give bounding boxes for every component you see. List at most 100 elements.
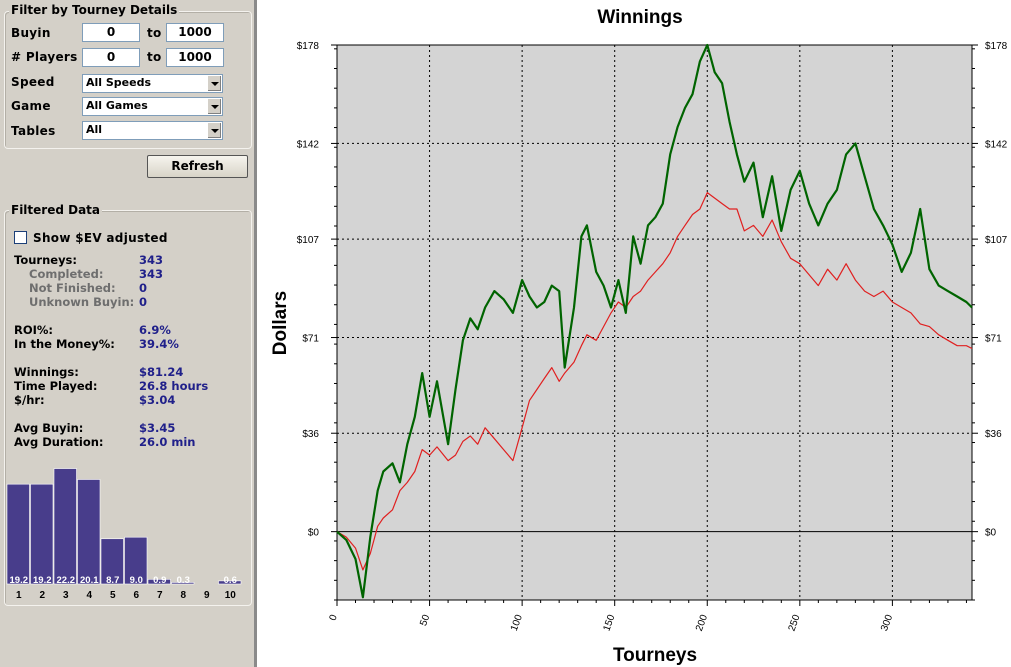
stat-value: 6.9%: [139, 323, 171, 337]
y-tick-label-right: $71: [985, 334, 1002, 345]
stat-label: Completed:: [29, 267, 104, 281]
stat-value: 39.4%: [139, 337, 179, 351]
stat-value: 26.0 min: [139, 435, 196, 449]
stat-label: Tourneys:: [14, 253, 78, 267]
stat-label: ROI%:: [14, 323, 54, 337]
histogram-value-label: 0.6: [224, 575, 237, 586]
histogram-position-label: 2: [39, 590, 45, 601]
y-tick-label: $142: [297, 139, 320, 150]
stat-label: Unknown Buyin:: [29, 295, 135, 309]
stat-value: $3.45: [139, 421, 176, 435]
buyin-label: Buyin: [11, 26, 51, 40]
y-tick-label: $36: [302, 429, 319, 440]
x-tick-label: 100: [509, 613, 525, 633]
y-tick-label: $107: [297, 235, 320, 246]
histogram-bar: [171, 582, 195, 585]
histogram-bar: [147, 579, 171, 585]
histogram-value-label: 22.2: [57, 575, 76, 586]
buyin-to-input[interactable]: 1000: [166, 23, 224, 42]
speed-select-value: All Speeds: [86, 76, 152, 89]
histogram-position-label: 7: [157, 590, 163, 601]
histogram-value-label: 19.2: [33, 575, 52, 586]
histogram-position-label: 10: [225, 590, 237, 601]
stat-value: 0: [139, 295, 148, 309]
histogram-value-label: 19.2: [10, 575, 29, 586]
stat-value: $81.24: [139, 365, 184, 379]
y-tick-label-right: $107: [985, 235, 1008, 246]
stat-label: $/hr:: [14, 393, 45, 407]
stat-value: 343: [139, 253, 164, 267]
buyin-to-label: to: [147, 26, 162, 40]
stat-label: In the Money%:: [14, 337, 115, 351]
histogram-bar: [77, 479, 101, 585]
chevron-down-icon[interactable]: [207, 99, 221, 114]
stat-value: 343: [139, 267, 164, 281]
show-ev-label[interactable]: Show $EV adjusted: [33, 231, 168, 245]
histogram-bar: [100, 538, 124, 585]
show-ev-checkbox[interactable]: [14, 231, 27, 244]
y-tick-label: $178: [297, 41, 320, 52]
y-tick-label: $71: [302, 334, 319, 345]
y-tick-label-right: $0: [985, 528, 997, 539]
x-tick-label: 250: [787, 613, 803, 633]
filter-group-title: Filter by Tourney Details: [9, 3, 180, 17]
histogram-value-label: 0.9: [153, 575, 166, 586]
histogram-position-label: 9: [204, 590, 210, 601]
tables-select[interactable]: All: [82, 121, 223, 140]
winnings-series-line: [336, 43, 973, 599]
chevron-down-icon[interactable]: [207, 76, 221, 91]
y-tick-label-right: $178: [985, 41, 1008, 52]
x-tick-label: 150: [601, 613, 617, 633]
histogram-bar: [124, 536, 148, 585]
histogram-position-label: 3: [63, 590, 69, 601]
speed-select[interactable]: All Speeds: [82, 74, 223, 93]
stat-label: Time Played:: [14, 379, 98, 393]
game-select-value: All Games: [86, 99, 148, 112]
x-axis-label: Tourneys: [613, 645, 697, 666]
filtered-data-group: [4, 210, 252, 606]
histogram-value-label: 20.1: [80, 575, 99, 586]
stat-label: Avg Duration:: [14, 435, 104, 449]
histogram-position-label: 6: [133, 590, 139, 601]
x-tick-label: 200: [694, 613, 710, 633]
players-from-input[interactable]: 0: [82, 48, 140, 67]
histogram-position-label: 5: [110, 590, 116, 601]
histogram-position-label: 1: [16, 590, 22, 601]
refresh-button[interactable]: Refresh: [147, 155, 248, 178]
chevron-down-icon[interactable]: [207, 123, 221, 138]
winnings-chart: Winnings Tourneys Dollars 0 50 100 150 200 25…: [270, 7, 1008, 666]
tables-label: Tables: [11, 124, 56, 138]
histogram-bar: [53, 468, 77, 585]
histogram-bar: [218, 580, 242, 585]
speed-label: Speed: [11, 75, 55, 89]
y-tick-label: $0: [308, 528, 320, 539]
x-tick-label: 300: [879, 613, 895, 633]
players-label: # Players: [11, 50, 78, 64]
tables-select-value: All: [86, 123, 103, 136]
y-axis-label: Dollars: [270, 291, 291, 355]
filtered-data-title: Filtered Data: [9, 203, 103, 217]
panel-splitter[interactable]: [254, 0, 257, 667]
stat-value: $3.04: [139, 393, 176, 407]
players-to-label: to: [147, 50, 162, 64]
game-label: Game: [11, 99, 51, 113]
histogram-value-label: 8.7: [106, 575, 119, 586]
histogram-value-label: 0.3: [177, 575, 190, 586]
chart-title: Winnings: [597, 7, 682, 28]
game-select[interactable]: All Games: [82, 97, 223, 116]
players-to-input[interactable]: 1000: [166, 48, 224, 67]
y-tick-label-right: $36: [985, 429, 1002, 440]
finish-position-histogram: 19.2 1 19.2 2 22.2 3 20.1 4 8.7 5 9.0 6 0.9 7 0.3 8 9 0.6…: [6, 468, 242, 601]
histogram-bar: [30, 483, 54, 585]
plot-area: [336, 44, 973, 601]
stat-label: Winnings:: [14, 365, 79, 379]
ev-series-line: [336, 192, 973, 571]
buyin-from-input[interactable]: 0: [82, 23, 140, 42]
y-tick-label-right: $142: [985, 139, 1008, 150]
stat-label: Not Finished:: [29, 281, 116, 295]
histogram-value-label: 9.0: [130, 575, 143, 586]
stat-value: 0: [139, 281, 148, 295]
stat-value: 26.8 hours: [139, 379, 209, 393]
x-tick-label: 50: [418, 613, 432, 628]
histogram-bar: [6, 483, 30, 585]
